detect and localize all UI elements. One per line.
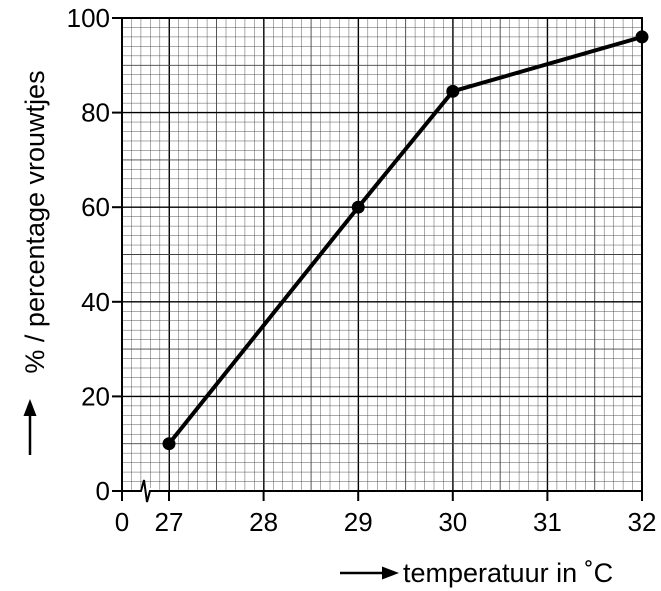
data-point bbox=[446, 84, 460, 98]
chart-grid bbox=[121, 17, 643, 492]
x-tick-label: 0 bbox=[115, 507, 129, 537]
tick-labels: 0 20 40 60 80 100 0 27 28 29 30 31 32 bbox=[67, 3, 657, 537]
axis-break-icon bbox=[135, 479, 156, 503]
y-tick-label: 80 bbox=[81, 98, 110, 128]
data-point bbox=[635, 30, 649, 44]
x-axis-arrow bbox=[340, 566, 399, 580]
y-tick-label: 0 bbox=[96, 476, 110, 506]
data-series bbox=[162, 30, 649, 451]
x-tick-label: 31 bbox=[533, 507, 562, 537]
y-tick-label: 60 bbox=[81, 192, 110, 222]
plot-frame bbox=[121, 17, 643, 492]
x-axis-label: temperatuur in ˚C bbox=[403, 558, 613, 588]
data-point bbox=[351, 200, 365, 214]
series-line bbox=[167, 34, 644, 446]
x-tick-label: 32 bbox=[628, 507, 657, 537]
y-tick-label: 20 bbox=[81, 381, 110, 411]
y-axis-arrow bbox=[23, 399, 37, 455]
data-point bbox=[162, 437, 176, 451]
x-tick-label: 27 bbox=[155, 507, 184, 537]
x-tick-label: 30 bbox=[438, 507, 467, 537]
y-axis-label: % / percentage vrouwtjes bbox=[20, 70, 50, 373]
x-tick-label: 29 bbox=[344, 507, 373, 537]
chart-axes bbox=[112, 17, 643, 503]
x-tick-label: 28 bbox=[249, 507, 278, 537]
y-tick-label: 40 bbox=[81, 287, 110, 317]
y-tick-label: 100 bbox=[67, 3, 110, 33]
